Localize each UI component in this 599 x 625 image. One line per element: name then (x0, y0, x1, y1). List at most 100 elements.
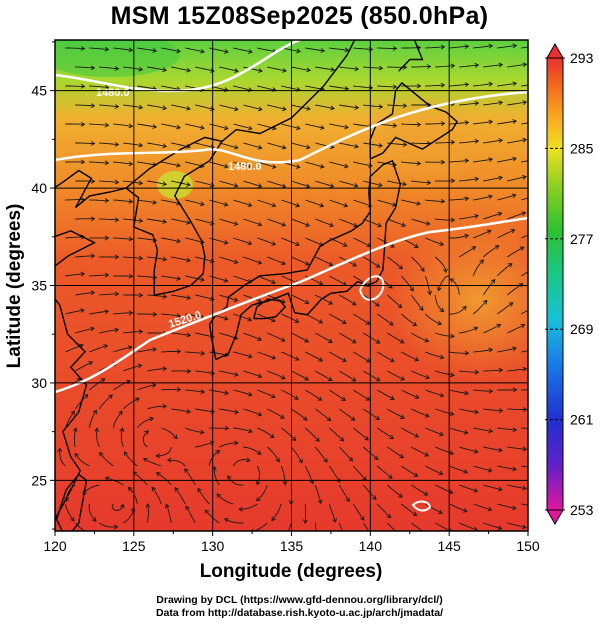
streamline (459, 215, 479, 220)
streamline-arrow (113, 524, 119, 530)
streamline-arrow (128, 310, 134, 316)
streamline-arrow (90, 253, 96, 259)
streamline-arrow (199, 163, 205, 169)
streamline-arrow (336, 477, 341, 483)
streamline (171, 66, 191, 72)
streamline-arrow (135, 397, 140, 402)
streamline-arrow (328, 300, 333, 305)
height-contour-1520 (55, 216, 528, 394)
streamline-arrow (392, 46, 398, 51)
streamline-arrow (351, 301, 357, 306)
streamline (483, 101, 503, 106)
streamline-arrow (424, 338, 430, 343)
streamline-arrow (114, 104, 120, 109)
streamline-arrow (152, 199, 158, 205)
streamline (329, 85, 349, 90)
streamline-arrow (414, 356, 420, 362)
streamline (425, 465, 443, 475)
streamline-arrow (522, 407, 528, 412)
streamline-arrow (427, 290, 432, 296)
streamline-arrow (224, 352, 230, 358)
streamline (111, 503, 124, 512)
streamline (353, 313, 370, 325)
streamline-arrow (339, 436, 345, 442)
streamline (459, 446, 478, 453)
streamline-arrow (400, 414, 405, 419)
streamline-arrow (328, 261, 334, 267)
streamline (411, 408, 430, 417)
streamline (156, 446, 172, 457)
streamline-arrow (94, 427, 100, 432)
streamline-arrow (138, 255, 144, 261)
streamline (437, 275, 450, 291)
streamline (99, 452, 114, 467)
streamline-arrow (79, 343, 84, 349)
streamline-arrow (275, 457, 280, 463)
streamline (137, 275, 157, 279)
streamline-arrow (535, 230, 539, 234)
coastline-segment (55, 169, 127, 520)
streamline-arrow (294, 356, 300, 361)
streamline (233, 161, 252, 168)
streamline (459, 140, 479, 144)
streamline-arrow (302, 416, 308, 421)
streamline (338, 446, 353, 462)
streamline (363, 332, 380, 344)
streamline (497, 157, 517, 163)
streamline-arrow (486, 229, 492, 234)
streamline (473, 45, 493, 49)
streamline (305, 351, 323, 362)
streamline (281, 351, 299, 361)
streamline (425, 46, 445, 49)
streamline (459, 408, 479, 413)
streamline-arrow (271, 355, 277, 360)
streamline-arrow (508, 302, 514, 307)
streamline (171, 218, 191, 224)
streamline-arrow (364, 436, 369, 441)
streamline (387, 332, 405, 344)
streamline (147, 142, 167, 147)
y-tick-label: 35 (31, 278, 47, 294)
streamline-arrow (402, 103, 408, 109)
streamline-arrow (137, 363, 143, 369)
streamline (171, 256, 191, 262)
streamline-arrow (378, 104, 384, 110)
streamline-arrow (512, 387, 518, 393)
streamline (171, 370, 191, 372)
temperature-field: 1480.0 1480.0 1520.0 (55, 40, 541, 531)
streamline (185, 275, 205, 281)
streamline (232, 459, 250, 467)
streamline-arrow (281, 144, 287, 150)
streamline-arrow (537, 427, 541, 431)
streamline-arrow (409, 286, 414, 292)
streamline (257, 275, 276, 284)
streamline-arrow (114, 254, 120, 260)
streamline-arrow (295, 125, 301, 131)
streamline (227, 475, 244, 486)
streamline (411, 522, 424, 531)
streamline-arrow (128, 47, 134, 53)
streamline-arrow (118, 410, 123, 416)
streamline-arrow (128, 199, 134, 204)
streamline (363, 256, 380, 268)
streamline (401, 161, 421, 165)
streamline-arrow (399, 453, 405, 459)
streamline-arrow (209, 440, 215, 446)
streamline-arrow (247, 316, 253, 322)
streamline (137, 47, 157, 52)
streamline (161, 427, 178, 439)
streamline-arrow (377, 222, 382, 228)
streamline-arrow (162, 105, 168, 111)
streamline-arrow (186, 105, 191, 111)
streamline (219, 180, 238, 187)
streamline (521, 84, 528, 87)
streamline (123, 507, 134, 524)
streamline-arrow (450, 333, 455, 339)
streamline (497, 347, 517, 353)
streamline (243, 218, 262, 226)
streamline-arrow (354, 66, 360, 72)
streamline (291, 294, 309, 304)
streamline-arrow (412, 321, 418, 327)
streamline-arrow (375, 376, 381, 382)
streamline-arrow (90, 103, 96, 109)
